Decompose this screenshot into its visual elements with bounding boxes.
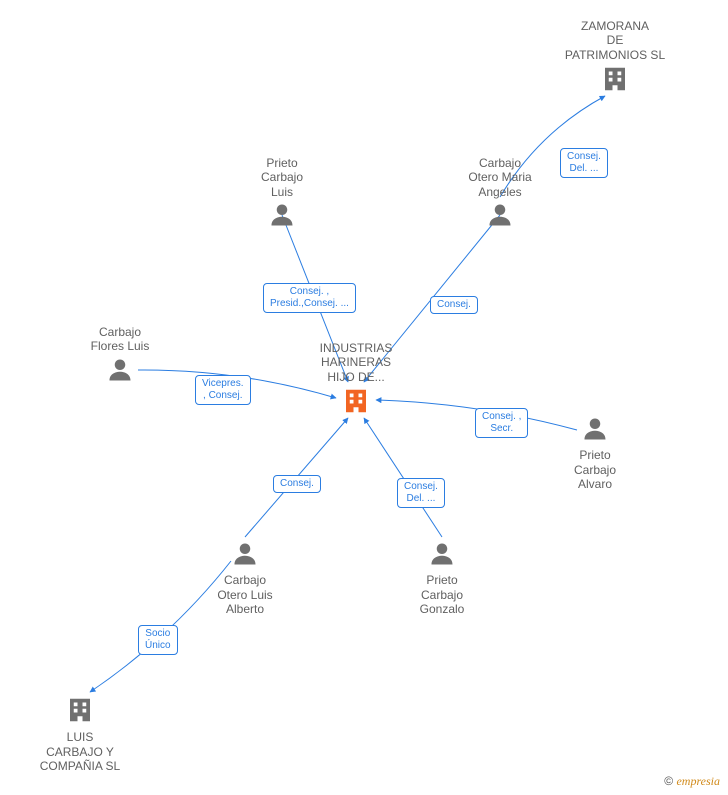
node-label: INDUSTRIASHARINERASHIJO DE... (296, 341, 416, 384)
edge-label: Socio Único (138, 625, 178, 655)
node-label: ZAMORANADEPATRIMONIOS SL (555, 19, 675, 62)
person-icon (486, 218, 514, 232)
edge-label: Consej. Del. ... (560, 148, 608, 178)
building-icon (600, 83, 630, 97)
node-prieto_gonzalo[interactable]: PrietoCarbajoGonzalo (382, 540, 502, 617)
edge-label: Consej. , Secr. (475, 408, 528, 438)
node-label: LUISCARBAJO YCOMPAÑIA SL (20, 730, 140, 773)
node-carbajo_angeles[interactable]: CarbajoOtero MariaAngeles (440, 156, 560, 233)
person-icon (106, 373, 134, 387)
person-icon (268, 218, 296, 232)
node-label: CarbajoOtero LuisAlberto (185, 573, 305, 616)
node-label: CarbajoFlores Luis (60, 325, 180, 354)
diagram-canvas: INDUSTRIASHARINERASHIJO DE... ZAMORANADEP… (0, 0, 728, 795)
edge-label: Consej. Del. ... (397, 478, 445, 508)
node-label: CarbajoOtero MariaAngeles (440, 156, 560, 199)
node-carbajo_flores[interactable]: CarbajoFlores Luis (60, 325, 180, 387)
person-icon (581, 432, 609, 446)
node-zamorana[interactable]: ZAMORANADEPATRIMONIOS SL (555, 19, 675, 98)
edge-label: Consej. (273, 475, 321, 493)
person-icon (428, 557, 456, 571)
edge-label: Consej. , Presid.,Consej. ... (263, 283, 356, 313)
building-icon (341, 405, 371, 419)
node-luis_comp[interactable]: LUISCARBAJO YCOMPAÑIA SL (20, 695, 140, 774)
node-label: PrietoCarbajoGonzalo (382, 573, 502, 616)
node-center[interactable]: INDUSTRIASHARINERASHIJO DE... (296, 341, 416, 420)
person-icon (231, 557, 259, 571)
node-label: PrietoCarbajoLuis (222, 156, 342, 199)
building-icon (65, 714, 95, 728)
edge-label: Consej. (430, 296, 478, 314)
node-label: PrietoCarbajoAlvaro (535, 448, 655, 491)
node-carbajo_alberto[interactable]: CarbajoOtero LuisAlberto (185, 540, 305, 617)
node-prieto_alvaro[interactable]: PrietoCarbajoAlvaro (535, 415, 655, 492)
edge-label: Vicepres. , Consej. (195, 375, 251, 405)
node-prieto_luis[interactable]: PrietoCarbajoLuis (222, 156, 342, 233)
